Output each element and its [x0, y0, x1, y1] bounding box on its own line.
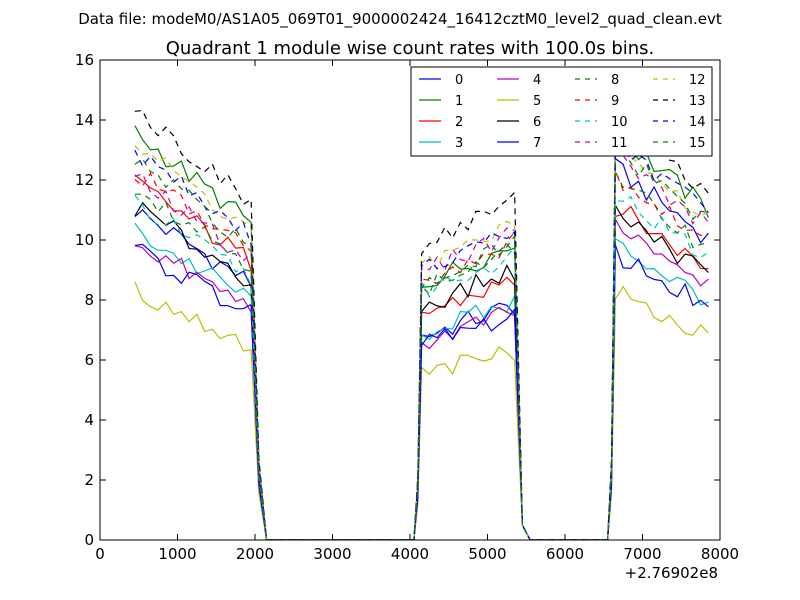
- legend-label-15: 15: [689, 136, 706, 151]
- legend-label-8: 8: [611, 73, 619, 88]
- series-line-11: [134, 148, 709, 540]
- legend-label-9: 9: [611, 94, 619, 109]
- series-line-13: [134, 109, 709, 540]
- legend-label-11: 11: [611, 136, 628, 151]
- y-tick-label: 2: [84, 471, 94, 489]
- series-layer: [134, 109, 709, 540]
- series-line-12: [134, 145, 709, 540]
- y-tick-label: 16: [75, 51, 94, 69]
- series-line-10: [134, 195, 709, 540]
- series-line-6: [134, 201, 709, 540]
- y-tick-label: 12: [75, 171, 94, 189]
- series-line-14: [134, 142, 709, 540]
- y-tick-label: 4: [84, 411, 94, 429]
- series-line-8: [134, 171, 709, 540]
- legend-label-13: 13: [689, 94, 706, 109]
- legend-box: [410, 66, 713, 157]
- series-line-2: [134, 174, 709, 540]
- axis-ticks: 0 1000 2000 3000 4000 5000 6000 7000 80000246810…: [75, 51, 739, 563]
- x-tick-label: 8000: [701, 545, 739, 563]
- legend-label-6: 6: [533, 115, 541, 130]
- series-line-7: [134, 243, 709, 540]
- x-tick-label: 1000: [158, 545, 196, 563]
- legend-label-7: 7: [533, 136, 541, 151]
- series-line-5: [134, 281, 709, 540]
- series-line-9: [134, 170, 709, 540]
- x-tick-label: 3000: [313, 545, 351, 563]
- chart-suptitle: Data file: modeM0/AS1A05_069T01_90000024…: [78, 10, 722, 29]
- series-line-3: [134, 222, 709, 540]
- y-tick-label: 8: [84, 291, 94, 309]
- legend-label-14: 14: [689, 115, 706, 130]
- y-tick-label: 0: [84, 531, 94, 549]
- legend-label-1: 1: [455, 94, 463, 109]
- y-tick-label: 14: [75, 111, 94, 129]
- x-tick-label: 0: [95, 545, 105, 563]
- legend-label-3: 3: [455, 136, 463, 151]
- legend-label-12: 12: [689, 73, 706, 88]
- x-tick-label: 6000: [546, 545, 584, 563]
- x-tick-label: 4000: [391, 545, 429, 563]
- legend-label-0: 0: [455, 73, 463, 88]
- x-tick-label: 7000: [623, 545, 661, 563]
- x-tick-label: 5000: [468, 545, 506, 563]
- legend-label-10: 10: [611, 115, 628, 130]
- y-tick-label: 6: [84, 351, 94, 369]
- legend-label-2: 2: [455, 115, 463, 130]
- chart-title: Quadrant 1 module wise count rates with …: [166, 38, 655, 59]
- legend-label-4: 4: [533, 73, 541, 88]
- y-tick-label: 10: [75, 231, 94, 249]
- x-offset-label: +2.76902e8: [625, 564, 718, 582]
- series-line-0: [134, 157, 709, 540]
- x-tick-label: 2000: [236, 545, 274, 563]
- series-line-15: [134, 136, 709, 540]
- legend-label-5: 5: [533, 94, 541, 109]
